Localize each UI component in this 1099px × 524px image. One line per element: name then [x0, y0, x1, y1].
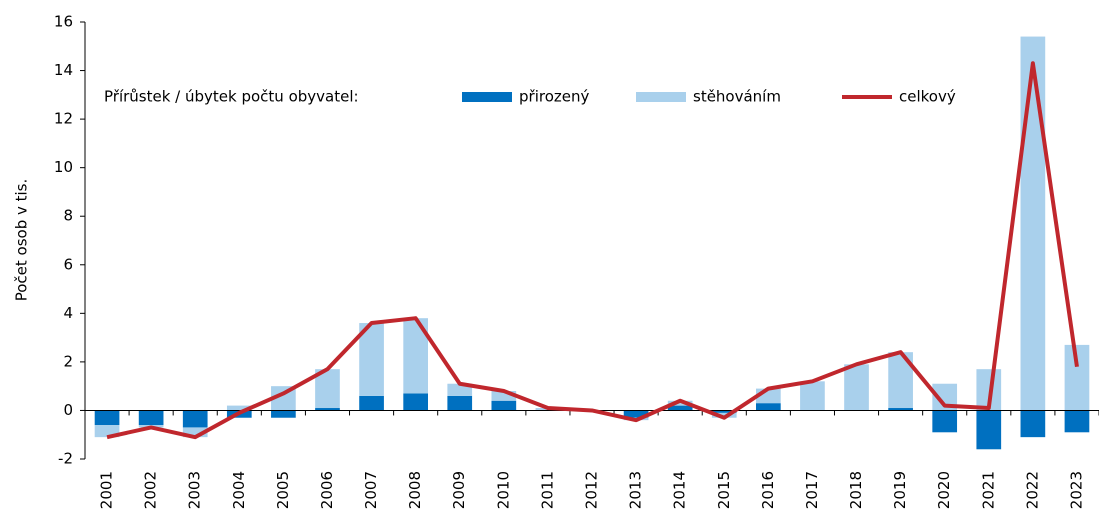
x-tick-label: 2010	[494, 471, 512, 509]
bar	[94, 410, 120, 426]
bar	[315, 408, 340, 411]
bar	[182, 427, 208, 438]
bar	[667, 405, 693, 411]
y-tick-label: -2	[58, 450, 73, 468]
x-tick-label: 2022	[1023, 471, 1041, 509]
x-tick-label: 2020	[935, 471, 953, 509]
x-tick-label: 2009	[450, 471, 468, 509]
x-tick-label: 2008	[406, 471, 424, 509]
bar	[491, 391, 517, 401]
bar	[667, 400, 693, 406]
bar	[359, 323, 384, 396]
bar	[138, 410, 164, 426]
bar	[1020, 36, 1046, 411]
legend-title: Přírůstek / úbytek počtu obyvatel:	[104, 88, 359, 106]
y-tick-label: 0	[63, 401, 73, 419]
y-tick-label: 4	[63, 304, 73, 322]
y-tick-label: 2	[63, 352, 73, 370]
x-tick-label: 2003	[186, 471, 204, 509]
bar	[447, 395, 473, 411]
bar	[226, 405, 252, 411]
bar	[271, 410, 296, 418]
bar	[1064, 410, 1090, 433]
x-tick-label: 2005	[274, 471, 292, 509]
legend-label: celkový	[899, 88, 956, 106]
bar	[182, 410, 208, 428]
y-axis-label: Počet osob v tis.	[13, 179, 31, 302]
bar	[932, 410, 958, 433]
bar	[359, 395, 384, 411]
x-tick-label: 2011	[538, 471, 556, 509]
x-tick-label: 2017	[803, 471, 821, 509]
bar	[756, 403, 781, 411]
legend-label: stěhováním	[693, 88, 781, 106]
legend-swatch	[462, 92, 512, 102]
legend-label: přirozený	[519, 88, 589, 106]
bar	[888, 408, 913, 411]
x-tick-label: 2004	[230, 471, 248, 509]
x-tick-label: 2007	[362, 471, 380, 509]
y-tick-label: 12	[54, 110, 73, 128]
x-tick-label: 2018	[847, 471, 865, 509]
bar	[711, 412, 737, 418]
x-tick-label: 2002	[142, 471, 160, 509]
bar	[491, 400, 517, 411]
y-tick-label: 6	[63, 255, 73, 273]
x-tick-label: 2013	[627, 471, 645, 509]
bar	[623, 410, 649, 418]
bar	[1020, 410, 1046, 438]
x-tick-label: 2006	[318, 471, 336, 509]
x-tick-label: 2012	[583, 471, 601, 509]
y-tick-label: 8	[63, 207, 73, 225]
y-tick-label: 14	[54, 61, 73, 79]
x-tick-label: 2015	[715, 471, 733, 509]
line	[106, 61, 1079, 440]
bar	[800, 381, 825, 411]
legend-swatch	[636, 92, 686, 102]
bar	[711, 410, 737, 413]
y-tick-label: 16	[54, 13, 73, 31]
x-tick-label: 2021	[979, 471, 997, 509]
x-tick-label: 2023	[1067, 471, 1085, 509]
bar	[403, 393, 428, 411]
x-tick-label: 2019	[891, 471, 909, 509]
x-tick-label: 2001	[98, 471, 116, 509]
bar	[844, 364, 869, 411]
y-tick-label: 10	[54, 158, 73, 176]
x-tick-label: 2014	[671, 471, 689, 509]
x-tick-label: 2016	[759, 471, 777, 509]
bar	[976, 410, 1002, 450]
